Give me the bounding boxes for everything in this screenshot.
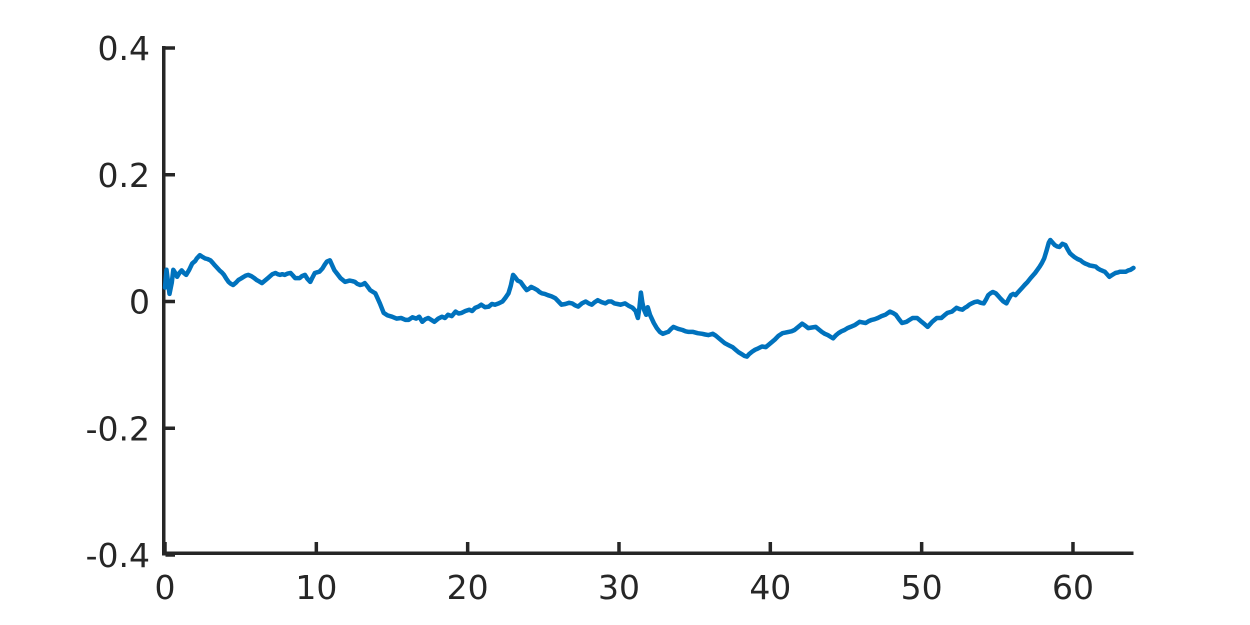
x-tick	[163, 542, 167, 552]
y-tick	[165, 173, 175, 177]
y-tick	[165, 46, 175, 50]
y-axis-line	[162, 46, 166, 556]
series-layer	[162, 237, 1136, 359]
x-tick	[465, 542, 470, 552]
y-tick	[165, 299, 175, 304]
x-tick	[768, 542, 773, 552]
x-tick	[919, 542, 924, 552]
y-tick-label: 0.4	[98, 29, 150, 68]
x-tick-label: 10	[295, 568, 337, 607]
x-tick-label: 20	[447, 568, 489, 607]
x-tick-label: 0	[155, 568, 176, 607]
y-tick	[165, 553, 175, 557]
x-tick	[314, 542, 319, 552]
axes-layer	[162, 46, 1134, 557]
x-tick-label: 30	[598, 568, 640, 607]
x-tick	[617, 542, 621, 552]
y-tick-label: 0.2	[98, 156, 150, 195]
y-tick-label: -0.2	[86, 409, 150, 448]
y-tick-label: 0	[129, 283, 150, 322]
tick-label-layer: 0 10 20 30 40 50 60 -0.4 -0.2 0 0.2 0.4	[86, 29, 1094, 607]
signal-line	[162, 237, 1136, 359]
y-tick-label: -0.4	[86, 536, 150, 575]
x-tick-label: 60	[1052, 568, 1094, 607]
y-tick	[165, 426, 175, 430]
x-tick-label: 40	[749, 568, 791, 607]
x-tick	[1071, 542, 1075, 552]
x-tick-label: 50	[901, 568, 943, 607]
x-axis-line	[162, 551, 1134, 555]
